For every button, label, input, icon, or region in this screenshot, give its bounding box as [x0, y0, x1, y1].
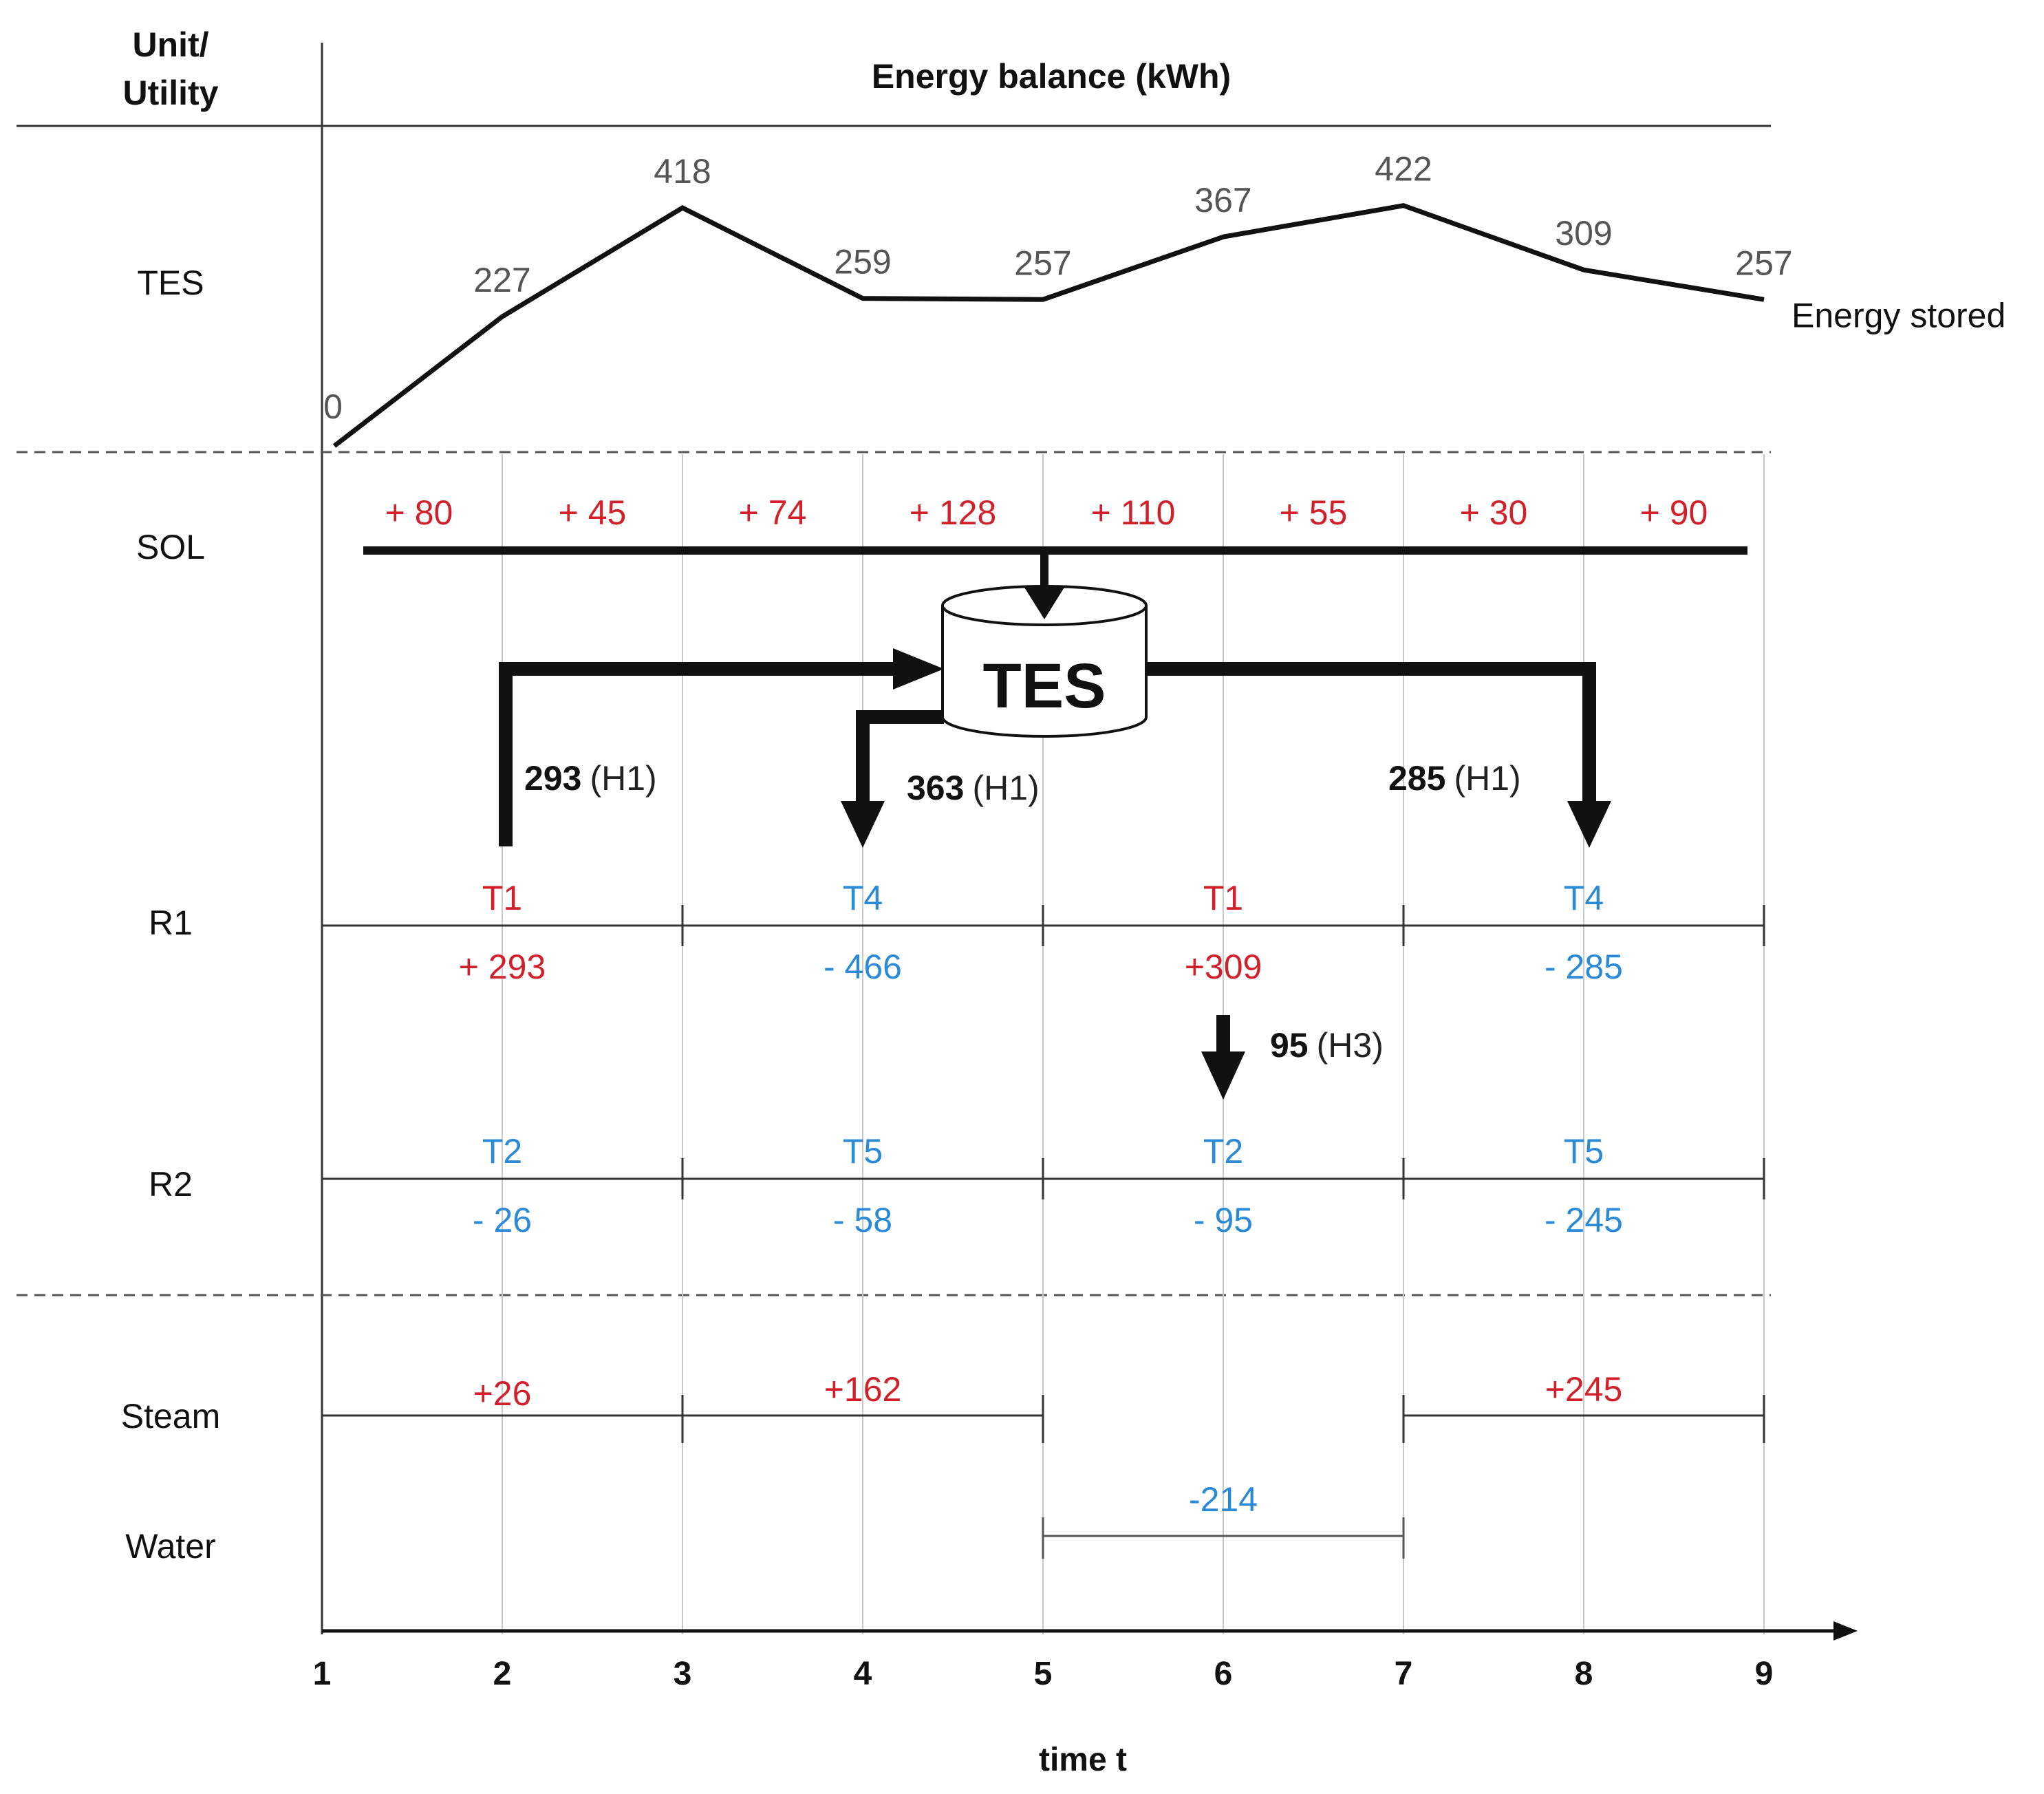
time-tick-label-8: 8 — [1575, 1656, 1593, 1692]
flow-left-value: 293 — [524, 759, 581, 798]
r1-task-2-name: T4 — [843, 879, 883, 917]
flow-mid-tag: (H1) — [972, 769, 1039, 807]
time-axis-label: time t — [1039, 1742, 1127, 1778]
r1-task-1-name: T1 — [482, 879, 522, 917]
sol-values: + 80 + 45 + 74 + 128 + 110 + 55 + 30 + 90 — [385, 493, 1708, 532]
steam-value-1: +26 — [473, 1374, 532, 1413]
discharge-arrow-mid-shaft — [856, 710, 944, 805]
r1-task-2-value: - 466 — [824, 948, 902, 986]
row-label-r2: R2 — [149, 1165, 193, 1204]
time-tick-label-6: 6 — [1214, 1656, 1233, 1692]
flow-label-mid: 363 (H1) — [907, 769, 1040, 807]
flow-label-r1-r2: 95 (H3) — [1270, 1026, 1384, 1065]
flow-label-right: 285 (H1) — [1388, 759, 1521, 798]
r2-task-1-value: - 26 — [473, 1201, 532, 1239]
water-timeline — [1042, 1517, 1405, 1559]
discharge-arrow-right-head — [1567, 801, 1611, 848]
steam-value-3: +245 — [1545, 1370, 1623, 1409]
sol-value-4: + 128 — [910, 493, 997, 532]
row-label-sol: SOL — [136, 528, 205, 566]
energy-stored-value-t4: 259 — [834, 243, 891, 281]
row-label-steam: Steam — [121, 1397, 221, 1435]
time-tick-label-2: 2 — [493, 1656, 512, 1692]
flow-label-left: 293 (H1) — [524, 759, 657, 798]
tes-tank-label: TES — [983, 651, 1106, 721]
flow-r1-r2-tag: (H3) — [1317, 1026, 1384, 1065]
energy-stored-value-t5: 257 — [1014, 244, 1071, 282]
tes-tank-body — [941, 606, 1148, 738]
energy-stored-line — [332, 203, 1765, 448]
sol-value-8: + 90 — [1640, 493, 1708, 532]
energy-balance-title: Energy balance (kWh) — [872, 57, 1231, 96]
time-axis-arrowhead — [1833, 1621, 1858, 1641]
sol-value-1: + 80 — [385, 493, 453, 532]
sol-arrowhead-over-tank — [1024, 586, 1065, 619]
energy-stored-value-t2: 227 — [473, 261, 530, 299]
flow-r1-r2-value: 95 — [1270, 1026, 1309, 1065]
r1-to-r2-arrowhead — [1201, 1051, 1245, 1100]
r1-timeline — [321, 905, 1765, 946]
energy-stored-value-t7: 422 — [1375, 150, 1432, 189]
energy-stored-value-t6: 367 — [1194, 181, 1251, 220]
r2-task-2-name: T5 — [843, 1132, 883, 1171]
r1-task-4-name: T4 — [1564, 879, 1604, 917]
sol-value-2: + 45 — [559, 493, 627, 532]
r2-task-2-value: - 58 — [833, 1201, 892, 1239]
sol-value-5: + 110 — [1091, 493, 1176, 532]
r2-task-3-value: - 95 — [1194, 1201, 1253, 1239]
tes-tank: TES — [941, 585, 1148, 738]
row-label-tes: TES — [137, 264, 204, 302]
row-label-r1: R1 — [149, 904, 193, 942]
time-tick-label-5: 5 — [1034, 1656, 1053, 1692]
r2-timeline — [321, 1158, 1765, 1199]
energy-stored-series-label: Energy stored — [1792, 296, 2005, 334]
time-tick-label-9: 9 — [1755, 1656, 1774, 1692]
sol-value-6: + 55 — [1280, 493, 1348, 532]
r1-task-1-value: + 293 — [459, 948, 546, 986]
discharge-arrow-mid-head — [841, 801, 885, 848]
sol-value-3: + 74 — [739, 493, 807, 532]
energy-stored-value-t9: 257 — [1735, 244, 1792, 282]
discharge-arrow-right-shaft — [1146, 662, 1596, 805]
flow-left-tag: (H1) — [590, 759, 656, 798]
r1-task-4-value: - 285 — [1545, 948, 1623, 986]
charge-arrow-left-shaft — [499, 662, 894, 846]
unit-utility-header-line1: Unit/ — [132, 25, 208, 64]
r2-task-4-name: T5 — [1564, 1132, 1604, 1171]
r1-task-3-name: T1 — [1203, 879, 1243, 917]
sol-value-7: + 30 — [1460, 493, 1528, 532]
water-value-1: -214 — [1189, 1480, 1258, 1519]
steam-timeline — [322, 1395, 1765, 1443]
flow-right-tag: (H1) — [1454, 759, 1520, 798]
time-tick-label-3: 3 — [674, 1656, 692, 1692]
energy-stored-value-t1: 0 — [323, 387, 343, 426]
time-tick-label-7: 7 — [1395, 1656, 1413, 1692]
time-axis-ticks: 1 2 3 4 5 6 7 8 9 — [313, 1656, 1774, 1692]
time-tick-label-1: 1 — [313, 1656, 332, 1692]
flow-right-value: 285 — [1388, 759, 1445, 798]
r1-task-3-value: +309 — [1185, 948, 1262, 986]
unit-utility-header-line2: Utility — [123, 74, 219, 112]
flow-mid-value: 363 — [907, 769, 964, 807]
energy-stored-value-t3: 418 — [654, 152, 711, 191]
steam-value-2: +162 — [824, 1370, 902, 1409]
r2-task-1-name: T2 — [482, 1132, 522, 1171]
charge-arrow-left-head — [893, 648, 944, 690]
energy-stored-value-t8: 309 — [1555, 214, 1612, 253]
time-tick-label-4: 4 — [854, 1656, 872, 1692]
r2-task-3-name: T2 — [1203, 1132, 1243, 1171]
row-label-water: Water — [125, 1527, 216, 1566]
r2-task-4-value: - 245 — [1545, 1201, 1623, 1239]
